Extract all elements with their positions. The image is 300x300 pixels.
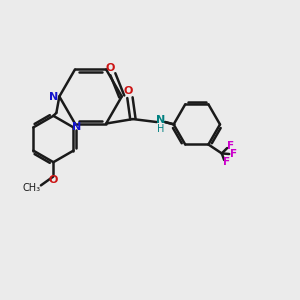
- Text: O: O: [105, 63, 115, 73]
- Text: N: N: [72, 122, 81, 132]
- Text: CH₃: CH₃: [23, 183, 41, 193]
- Text: N: N: [50, 92, 58, 101]
- Text: N: N: [156, 115, 165, 125]
- Text: F: F: [223, 157, 230, 167]
- Text: F: F: [230, 149, 237, 159]
- Text: F: F: [226, 141, 234, 151]
- Text: O: O: [49, 175, 58, 185]
- Text: H: H: [157, 124, 164, 134]
- Text: O: O: [124, 86, 133, 96]
